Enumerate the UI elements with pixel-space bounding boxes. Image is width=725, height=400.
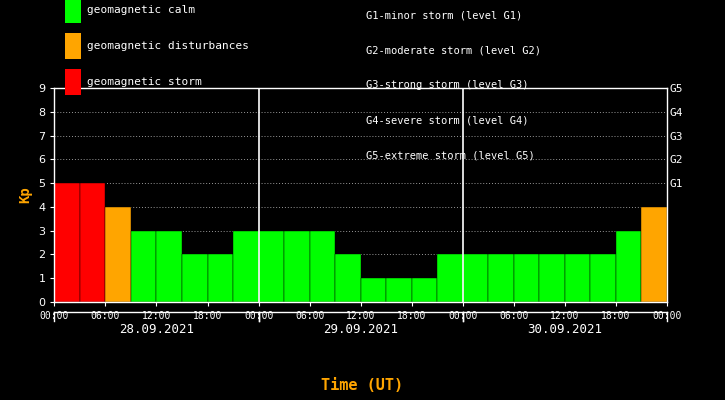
Bar [259,231,284,302]
Text: G3-strong storm (level G3): G3-strong storm (level G3) [366,80,529,90]
Bar [565,254,590,302]
Text: Time (UT): Time (UT) [321,378,404,393]
Bar [463,254,489,302]
Text: G2-moderate storm (level G2): G2-moderate storm (level G2) [366,45,541,55]
Bar [105,207,131,302]
Bar [182,254,207,302]
Bar [412,278,437,302]
Bar [386,278,412,302]
Bar [489,254,514,302]
Bar [284,231,310,302]
Bar [233,231,259,302]
Text: 28.09.2021: 28.09.2021 [119,323,194,336]
Bar [539,254,565,302]
Bar [590,254,616,302]
Text: 29.09.2021: 29.09.2021 [323,323,398,336]
Bar [131,231,157,302]
Bar [616,231,642,302]
Text: geomagnetic disturbances: geomagnetic disturbances [87,41,249,51]
Bar [207,254,233,302]
Bar [360,278,386,302]
Text: geomagnetic calm: geomagnetic calm [87,5,195,15]
Y-axis label: Kp: Kp [19,187,33,203]
Bar [514,254,539,302]
Text: geomagnetic storm: geomagnetic storm [87,77,202,87]
Bar [335,254,360,302]
Bar [80,183,105,302]
Bar [642,207,667,302]
Text: G1-minor storm (level G1): G1-minor storm (level G1) [366,10,523,20]
Bar [310,231,335,302]
Text: 30.09.2021: 30.09.2021 [527,323,602,336]
Text: G4-severe storm (level G4): G4-severe storm (level G4) [366,116,529,126]
Bar [157,231,182,302]
Text: G5-extreme storm (level G5): G5-extreme storm (level G5) [366,151,535,161]
Bar [437,254,463,302]
Bar [54,183,80,302]
